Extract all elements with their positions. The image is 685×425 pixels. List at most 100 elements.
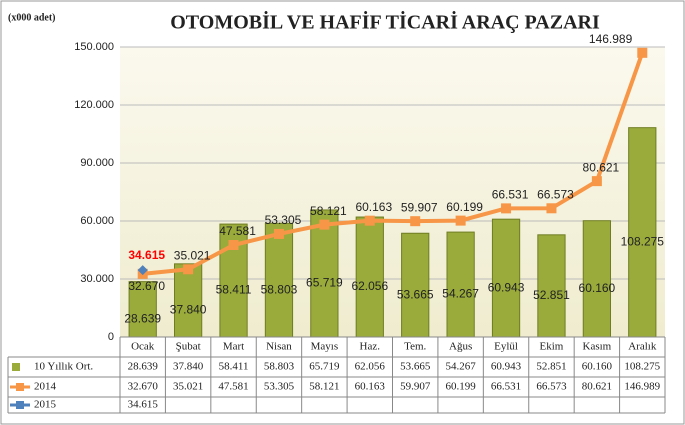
bar [264,222,294,338]
x-tick-label: Kasım [583,341,612,353]
data-label: 52.851 [533,288,570,302]
table-cell: 65.719 [309,361,340,373]
x-tick-label: Tem. [404,341,426,353]
data-label: 80.621 [583,160,620,174]
table-cell: 35.021 [173,381,203,393]
legend-swatch [16,383,24,391]
marker [591,176,602,187]
table-cell: 59.907 [400,381,431,393]
x-tick-label: Aralık [628,341,657,353]
y-tick-label: 0 [108,331,114,343]
bar [628,127,657,338]
data-label: 54.267 [442,287,479,301]
marker [501,203,512,214]
data-label: 146.989 [589,32,633,46]
table-cell: 66.573 [536,381,567,393]
table-cell: 60.943 [491,361,522,373]
table-cell: 108.275 [624,361,660,373]
table-cell: 58.803 [264,361,295,373]
marker [183,264,194,275]
x-tick-label: Mart [223,341,244,353]
table-cell: 58.121 [309,381,339,393]
marker [455,215,466,226]
table-cell: 60.160 [582,361,613,373]
bar [174,263,203,338]
legend-label: 2015 [34,399,57,411]
marker [319,219,330,230]
data-label: 53.665 [397,287,434,301]
legend-swatch [16,401,24,409]
table-cell: 146.989 [624,381,660,393]
y-tick-label: 90.000 [80,157,114,169]
x-tick-label: Mayıs [311,341,339,353]
y-tick-label: 30.000 [80,273,114,285]
x-tick-label: Ekim [540,341,564,353]
table-cell: 53.665 [400,361,431,373]
data-label: 34.615 [128,248,165,262]
bar [355,216,384,338]
marker [273,228,284,239]
marker [228,240,239,251]
table-cell: 62.056 [355,361,386,373]
x-tick-label: Ağus [449,341,472,353]
chart-title: OTOMOBİL VE HAFİF TİCARİ ARAÇ PAZARI [170,10,600,34]
line [142,52,645,276]
x-tick-label: Şubat [176,341,201,353]
plot-area [120,47,665,337]
table-cell: 32.670 [128,381,159,393]
table-cell: 66.531 [491,381,521,393]
data-label: 28.639 [124,311,161,325]
legend-label: 10 Yıllık Ort. [34,361,93,373]
data-label: 66.531 [492,188,529,202]
table-cell: 60.199 [446,381,477,393]
y-tick-label: 120.000 [74,99,114,111]
y-axis-label: (x000 adet) [8,12,56,23]
data-label: 47.581 [219,224,256,238]
table-cell: 37.840 [173,361,204,373]
data-label: 58.121 [310,204,347,218]
bar [537,234,566,338]
data-label: 62.056 [351,279,388,293]
data-label: 60.163 [355,200,392,214]
data-label: 58.411 [216,283,252,297]
table-cell: 28.639 [128,361,159,373]
data-label: 37.840 [170,303,207,317]
table-cell: 58.411 [219,361,249,373]
bar [582,220,611,338]
data-label: 60.199 [446,200,483,214]
data-label: 108.275 [621,235,665,249]
legend-swatch [12,363,20,371]
data-label: 65.719 [306,276,343,290]
data-label: 32.670 [128,279,165,293]
bar [401,232,430,338]
data-label: 66.573 [537,187,574,201]
table-cell: 54.267 [446,361,477,373]
table-cell: 60.163 [355,381,386,393]
table-cell: 80.621 [582,381,612,393]
data-label: 59.907 [401,200,438,214]
x-tick-label: Eylül [494,341,518,353]
x-tick-label: Ocak [131,341,155,353]
data-label: 60.943 [488,280,525,294]
marker [137,265,148,276]
data-label: 53.305 [265,213,302,227]
marker [546,203,557,214]
marker [410,216,421,227]
y-tick-label: 150.000 [74,41,114,53]
table-cell: 52.851 [536,361,566,373]
table-cell: 47.581 [218,381,248,393]
bar [491,218,521,338]
marker [637,47,648,58]
x-tick-label: Nisan [266,341,292,353]
y-tick-label: 60.000 [80,215,114,227]
data-label: 35.021 [174,248,211,262]
data-label: 58.803 [261,282,298,296]
legend-label: 2014 [34,381,57,393]
table-cell: 53.305 [264,381,295,393]
bar [446,231,475,338]
table-cell: 34.615 [128,399,159,411]
data-label: 60.160 [579,281,616,295]
marker [364,215,375,226]
